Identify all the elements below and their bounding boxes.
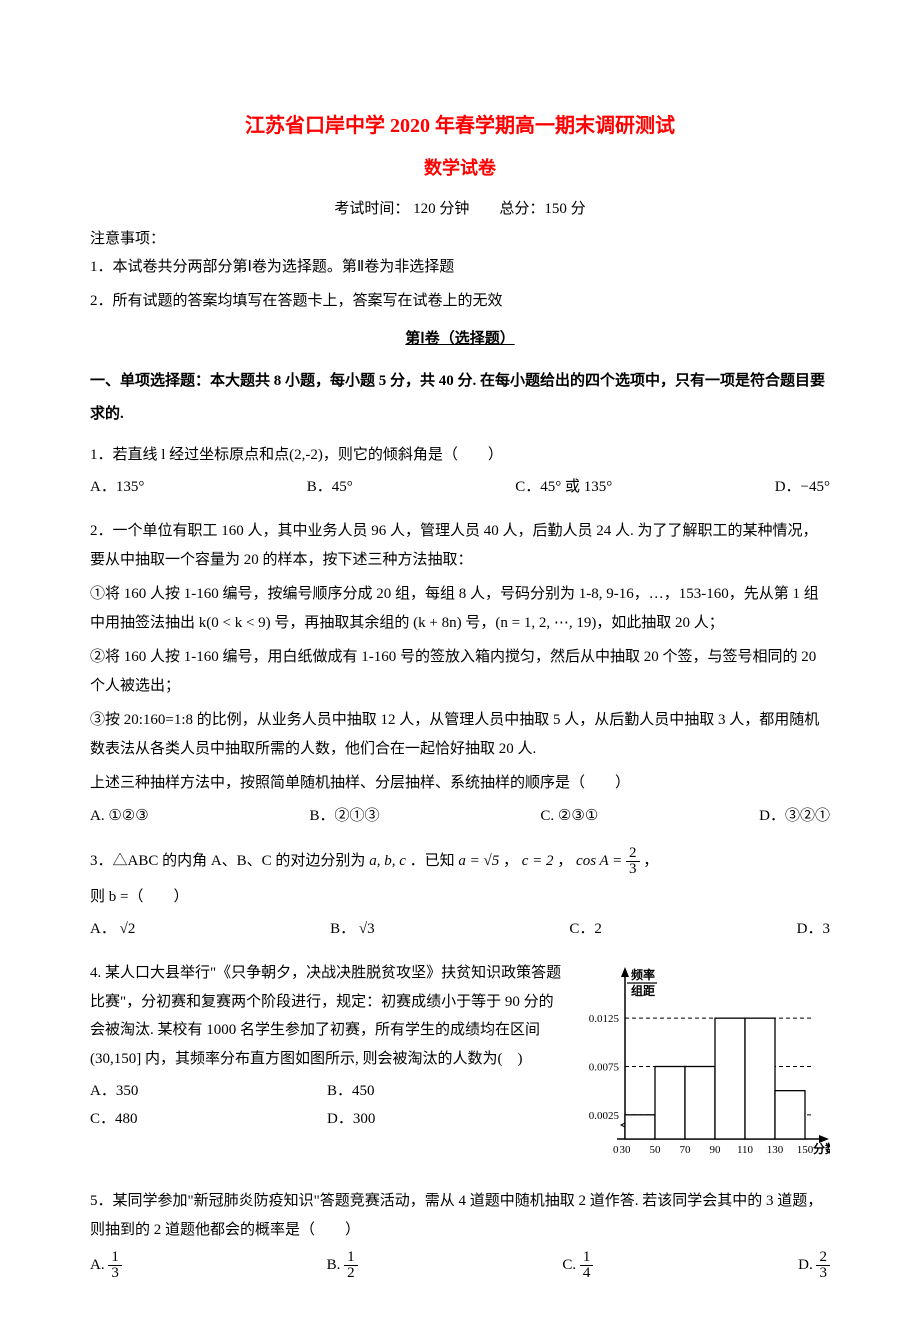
svg-text:分数: 分数	[813, 1141, 830, 1156]
q2-p5: 上述三种抽样方法中，按照简单随机抽样、分层抽样、系统抽样的顺序是（ ）	[90, 769, 830, 798]
question-4: 4. 某人口大县举行"《只争朝夕，决战决胜脱贫攻坚》扶贫知识政策答题比赛"，分初…	[90, 959, 830, 1169]
q2-p2: ①将 160 人按 1-160 编号，按编号顺序分成 20 组，每组 8 人，号…	[90, 580, 830, 637]
q5-opt-a: A. 1 3	[90, 1250, 122, 1281]
q3-frac-den: 3	[626, 862, 640, 877]
question-5: 5．某同学参加"新冠肺炎防疫知识"答题竞赛活动，需从 4 道题中随机抽取 2 道…	[90, 1187, 830, 1281]
q4-opt-a: A．350	[90, 1079, 327, 1103]
q5-b-frac: 1 2	[344, 1250, 358, 1281]
q3-opt-c: C．2	[569, 917, 602, 941]
q4-opt-d: D．300	[327, 1107, 564, 1131]
section1-title: 第Ⅰ卷（选择题）	[90, 327, 830, 351]
q3-pre: 3．△ABC 的内角 A、B、C 的对边分别为	[90, 853, 369, 869]
svg-text:150: 150	[797, 1144, 814, 1156]
q5-c-den: 4	[580, 1266, 594, 1281]
svg-text:频率: 频率	[631, 967, 655, 982]
q3-b-label: B．	[330, 921, 355, 937]
q3-frac-num: 2	[626, 846, 640, 862]
q5-opt-d: D. 2 3	[798, 1250, 830, 1281]
notice-label: 注意事项：	[90, 227, 830, 251]
q5-b-den: 2	[344, 1266, 358, 1281]
q3-opt-b: B． √3	[330, 917, 375, 941]
q4-opt-b: B．450	[327, 1079, 564, 1103]
notice-1: 1．本试卷共分两部分第Ⅰ卷为选择题。第Ⅱ卷为非选择题	[90, 255, 830, 279]
question-2: 2．一个单位有职工 160 人，其中业务人员 96 人，管理人员 40 人，后勤…	[90, 517, 830, 828]
q3-opt-a: A． √2	[90, 917, 135, 941]
q3-line1: 3．△ABC 的内角 A、B、C 的对边分别为 a, b, c ．已知 a = …	[90, 846, 830, 877]
q3-frac: 2 3	[626, 846, 640, 877]
title-sub: 数学试卷	[90, 154, 830, 183]
q4-stem: 4. 某人口大县举行"《只争朝夕，决战决胜脱贫攻坚》扶贫知识政策答题比赛"，分初…	[90, 959, 564, 1073]
q3-comma3: ，	[643, 853, 658, 869]
q2-options: A. ①②③ B．②①③ C. ②③① D．③②①	[90, 804, 830, 828]
q3-eq3-lhs: cos A =	[576, 853, 626, 869]
q5-opt-b: B. 1 2	[327, 1250, 358, 1281]
svg-text:70: 70	[680, 1144, 692, 1156]
svg-text:组距: 组距	[631, 983, 655, 998]
q5-opt-c: C. 1 4	[562, 1250, 593, 1281]
q5-d-frac: 2 3	[816, 1250, 830, 1281]
q4-options: A．350 B．450 C．480 D．300	[90, 1079, 564, 1131]
q3-b-val: √3	[359, 921, 375, 937]
q5-b-label: B.	[327, 1257, 345, 1273]
svg-text:90: 90	[710, 1144, 722, 1156]
svg-text:0.0025: 0.0025	[589, 1110, 620, 1122]
q3-line2: 则 b =（ ）	[90, 883, 830, 912]
svg-text:0: 0	[613, 1144, 619, 1156]
q2-opt-a: A. ①②③	[90, 804, 149, 828]
q3-eq2: c = 2	[522, 853, 554, 869]
q2-p4: ③按 20:160=1:8 的比例，从业务人员中抽取 12 人，从管理人员中抽取…	[90, 706, 830, 763]
q2-opt-d: D．③②①	[759, 804, 830, 828]
q3-opt-d: D．3	[797, 917, 830, 941]
svg-text:0.0125: 0.0125	[589, 1013, 620, 1025]
q1-opt-a: A．135°	[90, 475, 144, 499]
q2-opt-c: C. ②③①	[540, 804, 598, 828]
q5-c-num: 1	[580, 1250, 594, 1266]
question-1: 1．若直线 l 经过坐标原点和点(2,-2)，则它的倾斜角是（ ） A．135°…	[90, 441, 830, 500]
q3-options: A． √2 B． √3 C．2 D．3	[90, 917, 830, 941]
svg-text:110: 110	[737, 1144, 754, 1156]
notice-2: 2．所有试题的答案均填写在答题卡上，答案写在试卷上的无效	[90, 289, 830, 313]
q1-stem: 1．若直线 l 经过坐标原点和点(2,-2)，则它的倾斜角是（ ）	[90, 441, 830, 470]
q2-p1: 2．一个单位有职工 160 人，其中业务人员 96 人，管理人员 40 人，后勤…	[90, 517, 830, 574]
svg-text:50: 50	[650, 1144, 662, 1156]
q5-options: A. 1 3 B. 1 2 C. 1 4 D. 2 3	[90, 1250, 830, 1281]
q4-opt-c: C．480	[90, 1107, 327, 1131]
q3-a-val: √2	[120, 921, 136, 937]
q1-options: A．135° B．45° C．45° 或 135° D．−45°	[90, 475, 830, 499]
q5-c-frac: 1 4	[580, 1250, 594, 1281]
svg-text:130: 130	[767, 1144, 784, 1156]
q5-c-label: C.	[562, 1257, 580, 1273]
exam-info: 考试时间： 120 分钟 总分：150 分	[90, 197, 830, 221]
q3-mid: ．已知	[410, 853, 459, 869]
section1-desc: 一、单项选择题：本大题共 8 小题，每小题 5 分，共 40 分. 在每小题给出…	[90, 365, 830, 431]
svg-text:0.0075: 0.0075	[589, 1062, 620, 1074]
q5-d-label: D.	[798, 1257, 816, 1273]
q5-a-num: 1	[108, 1250, 122, 1266]
histogram: 频率组距 0.0025 0.0075 0.0125 030 50 70 90 110 130 150…	[570, 959, 830, 1169]
q1-opt-c: C．45° 或 135°	[515, 475, 612, 499]
q2-p3: ②将 160 人按 1-160 编号，用白纸做成有 1-160 号的签放入箱内搅…	[90, 643, 830, 700]
q5-b-num: 1	[344, 1250, 358, 1266]
q3-abc: a, b, c	[369, 853, 406, 869]
q3-comma1: ，	[503, 853, 518, 869]
q5-a-label: A.	[90, 1257, 108, 1273]
q3-comma2: ，	[557, 853, 572, 869]
q5-a-den: 3	[108, 1266, 122, 1281]
q5-d-num: 2	[816, 1250, 830, 1266]
q5-a-frac: 1 3	[108, 1250, 122, 1281]
q5-stem: 5．某同学参加"新冠肺炎防疫知识"答题竞赛活动，需从 4 道题中随机抽取 2 道…	[90, 1187, 830, 1244]
svg-text:30: 30	[620, 1144, 632, 1156]
q5-d-den: 3	[816, 1266, 830, 1281]
q3-eq1: a = √5	[458, 853, 499, 869]
title-main: 江苏省口岸中学 2020 年春学期高一期末调研测试	[90, 110, 830, 142]
question-3: 3．△ABC 的内角 A、B、C 的对边分别为 a, b, c ．已知 a = …	[90, 846, 830, 942]
q1-opt-b: B．45°	[307, 475, 353, 499]
q3-a-label: A．	[90, 921, 116, 937]
q2-opt-b: B．②①③	[310, 804, 380, 828]
q1-opt-d: D．−45°	[775, 475, 830, 499]
